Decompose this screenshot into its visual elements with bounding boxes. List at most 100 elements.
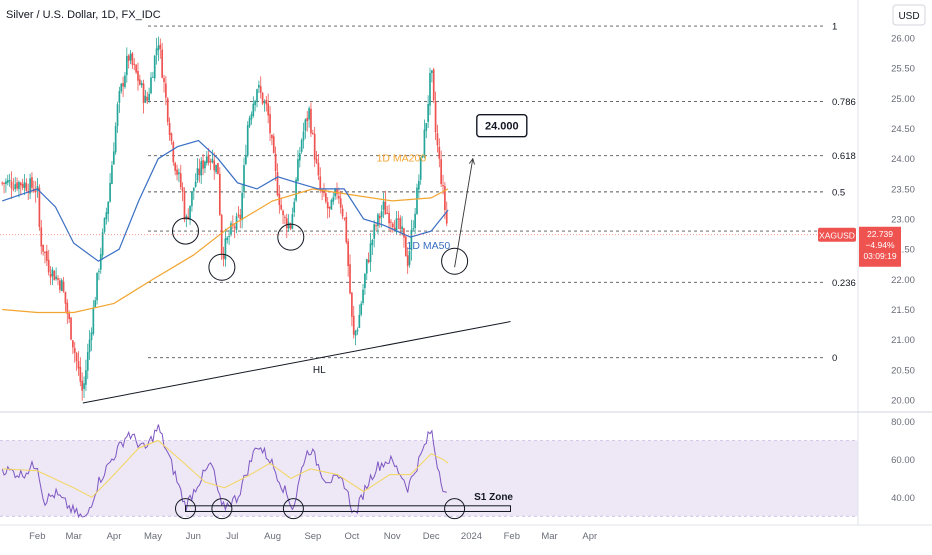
candle-body (358, 314, 361, 329)
candle-body (419, 157, 422, 180)
candle-body (21, 183, 24, 188)
candle (317, 154, 320, 180)
candle-body (284, 216, 286, 218)
candle-body (386, 212, 389, 214)
candle (254, 99, 257, 112)
candle (215, 164, 217, 175)
candle-body (258, 84, 260, 88)
candle (75, 351, 78, 371)
candle-body (417, 180, 420, 190)
candle (209, 158, 212, 170)
candle (438, 138, 441, 168)
candle-body (42, 244, 44, 252)
candle (304, 118, 307, 139)
candle (384, 190, 387, 215)
candle-body (47, 259, 50, 273)
candle-body (68, 313, 71, 320)
candle (295, 177, 297, 203)
candle (83, 376, 85, 398)
candle-body (326, 202, 329, 209)
candle (42, 244, 44, 256)
price-tick-label: 23.00 (891, 215, 915, 226)
candle (205, 150, 208, 166)
candle (137, 62, 139, 91)
rsi-circle (282, 498, 304, 520)
candle-body (120, 83, 123, 92)
candle (49, 266, 52, 286)
candle-body (360, 303, 363, 315)
candle (1, 181, 4, 186)
candle (284, 214, 286, 225)
candle-body (3, 182, 5, 184)
candle-body (416, 187, 418, 214)
trendline (82, 321, 511, 404)
candle-body (140, 83, 143, 86)
candle (25, 178, 28, 192)
candle (267, 93, 270, 124)
candle-body (107, 201, 110, 214)
candle (272, 133, 275, 154)
currency-button[interactable]: USD (892, 4, 926, 26)
candle-body (168, 122, 171, 136)
candle (153, 54, 156, 82)
candle-body (259, 86, 262, 93)
candle-body (142, 83, 145, 103)
candle (204, 160, 206, 174)
candle (258, 80, 260, 94)
candle-body (189, 205, 191, 221)
candle-body (364, 273, 366, 289)
price-tick-label: 20.50 (891, 365, 915, 376)
candle-body (233, 226, 236, 229)
candle-body (338, 195, 340, 199)
candle-body (440, 159, 443, 184)
candle (423, 119, 426, 159)
candle (293, 198, 296, 217)
candle (302, 122, 305, 149)
candle (8, 173, 11, 187)
candle (55, 267, 57, 281)
candle-body (371, 239, 374, 245)
candle (207, 148, 210, 166)
candle-body (345, 216, 348, 243)
candle-body (438, 146, 441, 159)
candle-body (339, 198, 342, 208)
rsi-circle (444, 498, 466, 520)
candle-body (204, 161, 206, 169)
time-tick-label: Mar (541, 531, 557, 542)
candle-body (70, 317, 72, 340)
candle (6, 174, 9, 186)
candle (16, 177, 18, 191)
candle-body (172, 142, 175, 163)
candle (297, 150, 299, 182)
candle-body (304, 119, 307, 131)
candle-body (269, 114, 271, 134)
candle (313, 126, 316, 168)
candle-body (29, 178, 31, 194)
candle-body (19, 182, 22, 186)
candle (375, 222, 377, 231)
candle (103, 217, 106, 234)
candle-body (324, 193, 327, 202)
candle-body (395, 218, 398, 233)
candle (116, 101, 119, 133)
rsi-band (0, 440, 858, 517)
projection-arrow-line (454, 158, 474, 268)
candle-body (215, 164, 217, 173)
candle-body (298, 153, 301, 161)
rsi-circle (211, 498, 233, 520)
candle-body (388, 212, 390, 224)
candle (45, 244, 48, 266)
candle-body (122, 83, 124, 87)
candle-body (38, 187, 41, 227)
candle (341, 204, 344, 220)
candle-body (332, 197, 335, 202)
candle-body (8, 179, 11, 182)
candle-body (254, 100, 257, 105)
candle (285, 213, 288, 239)
candle-body (412, 228, 415, 230)
candle-body (297, 159, 299, 182)
candle (233, 223, 236, 239)
candle (248, 115, 251, 128)
candle (176, 164, 178, 181)
